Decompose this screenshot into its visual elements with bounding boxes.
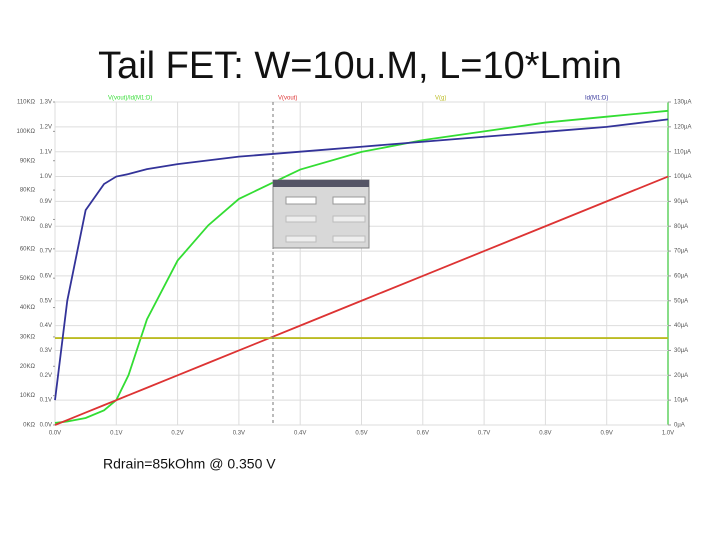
y2-tick-label: 120µA xyxy=(674,124,691,130)
x-tick-label: 0.5V xyxy=(355,431,367,437)
y3-tick-label: 60KΩ xyxy=(20,246,36,252)
legend-label: V(g) xyxy=(435,96,446,102)
y2-tick-label: 0µA xyxy=(674,423,685,429)
y2-tick-label: 30µA xyxy=(674,348,688,354)
y2-tick-label: 130µA xyxy=(674,100,691,106)
y-tick-label: 0.6V xyxy=(40,274,52,280)
y-tick-label: 0.3V xyxy=(40,348,52,354)
y-tick-label: 1.2V xyxy=(40,124,52,130)
y2-tick-label: 50µA xyxy=(674,298,688,304)
y-tick-label: 1.3V xyxy=(40,100,52,106)
legend-label: Id(M1:D) xyxy=(585,96,608,102)
y3-tick-label: 10KΩ xyxy=(20,393,36,399)
y-tick-label: 0.5V xyxy=(40,298,52,304)
dialog-field xyxy=(332,235,366,243)
x-tick-label: 0.3V xyxy=(233,431,245,437)
y2-tick-label: 110µA xyxy=(674,149,691,155)
y-tick-label: 0.4V xyxy=(40,323,52,329)
y-tick-label: 0.9V xyxy=(40,199,52,205)
y-tick-label: 1.0V xyxy=(40,174,52,180)
dialog-field xyxy=(332,196,366,205)
y3-tick-label: 40KΩ xyxy=(20,305,36,311)
y2-tick-label: 90µA xyxy=(674,199,688,205)
y3-tick-label: 20KΩ xyxy=(20,364,36,370)
y-tick-label: 0.1V xyxy=(40,398,52,404)
x-tick-label: 0.1V xyxy=(110,431,122,437)
legend-label: V(vout)/Id(M1:D) xyxy=(108,96,152,102)
y2-tick-label: 100µA xyxy=(674,174,691,180)
x-tick-label: 0.8V xyxy=(539,431,551,437)
series-line xyxy=(54,109,669,424)
x-tick-label: 0.0V xyxy=(49,431,61,437)
dialog-field xyxy=(285,215,317,223)
y2-tick-label: 80µA xyxy=(674,224,688,230)
y-tick-label: 1.1V xyxy=(40,149,52,155)
y-tick-label: 0.0V xyxy=(40,423,52,429)
y3-tick-label: 90KΩ xyxy=(20,158,36,164)
y3-tick-label: 110KΩ xyxy=(17,100,36,106)
x-tick-label: 0.6V xyxy=(417,431,429,437)
dialog-titlebar xyxy=(273,180,369,187)
y3-tick-label: 80KΩ xyxy=(20,188,36,194)
y2-tick-label: 60µA xyxy=(674,274,688,280)
y3-tick-label: 50KΩ xyxy=(20,276,36,282)
y3-tick-label: 70KΩ xyxy=(20,217,36,223)
x-tick-label: 0.9V xyxy=(601,431,613,437)
dialog-field xyxy=(285,196,317,205)
y-tick-label: 0.8V xyxy=(40,224,52,230)
dialog-field xyxy=(332,215,366,223)
y3-tick-label: 0KΩ xyxy=(23,423,35,429)
x-tick-label: 0.4V xyxy=(294,431,306,437)
y-tick-label: 0.7V xyxy=(40,249,52,255)
slide-title: Tail FET: W=10u.M, L=10*Lmin xyxy=(98,45,622,87)
cursor-dialog xyxy=(272,179,370,249)
x-tick-label: 1.0V xyxy=(662,431,674,437)
y2-tick-label: 40µA xyxy=(674,323,688,329)
x-tick-label: 0.7V xyxy=(478,431,490,437)
series-line xyxy=(54,118,669,401)
series-line xyxy=(54,175,669,426)
y2-tick-label: 10µA xyxy=(674,398,688,404)
y3-tick-label: 30KΩ xyxy=(20,334,36,340)
y3-tick-label: 100KΩ xyxy=(17,129,36,135)
annotation: Rdrain=85kOhm @ 0.350 V xyxy=(103,456,276,472)
y-tick-label: 0.2V xyxy=(40,373,52,379)
x-tick-label: 0.2V xyxy=(171,431,183,437)
dialog-field xyxy=(285,235,317,243)
legend-label: V(vout) xyxy=(278,96,297,102)
y2-tick-label: 20µA xyxy=(674,373,688,379)
y2-tick-label: 70µA xyxy=(674,249,688,255)
